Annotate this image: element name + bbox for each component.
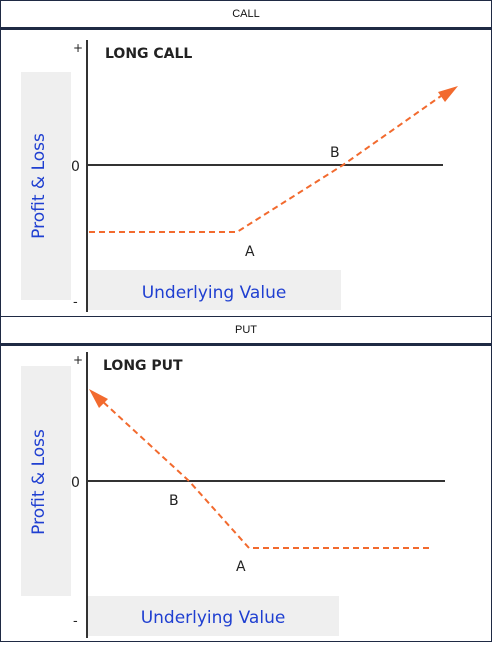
y-axis-label: Profit & Loss — [29, 429, 49, 535]
minus-tick: - — [73, 295, 78, 310]
y-axis-label: Profit & Loss — [29, 133, 49, 239]
point-b-label: B — [169, 493, 179, 509]
x-axis-label: Underlying Value — [142, 283, 287, 303]
long-call-diagram: Profit & Loss Underlying Value + 0 - LON… — [21, 40, 458, 312]
long-call-panel: Profit & Loss Underlying Value + 0 - LON… — [1, 30, 491, 316]
put-header: PUT — [1, 316, 491, 346]
minus-tick: - — [73, 614, 78, 629]
zero-tick: 0 — [71, 475, 80, 491]
x-label-box — [87, 270, 341, 310]
plus-tick: + — [73, 353, 83, 367]
long-put-diagram: Profit & Loss Underlying Value + 0 - LON… — [21, 352, 445, 638]
arrow-head-icon — [89, 389, 108, 408]
y-label-box — [21, 72, 71, 300]
point-b-label: B — [330, 145, 340, 161]
chart-title: LONG PUT — [103, 358, 183, 374]
zero-tick: 0 — [71, 159, 80, 175]
arrow-head-icon — [438, 86, 458, 102]
point-a-label: A — [245, 244, 255, 260]
plus-tick: + — [73, 41, 83, 55]
call-header: CALL — [1, 1, 491, 30]
x-label-box — [87, 596, 339, 636]
chart-title: LONG CALL — [105, 46, 192, 62]
y-label-box — [21, 366, 71, 596]
payoff-line — [100, 399, 429, 549]
long-put-panel: Profit & Loss Underlying Value + 0 - LON… — [1, 346, 491, 641]
x-axis-label: Underlying Value — [141, 608, 286, 628]
payoff-line — [89, 95, 442, 233]
point-a-label: A — [236, 559, 246, 575]
